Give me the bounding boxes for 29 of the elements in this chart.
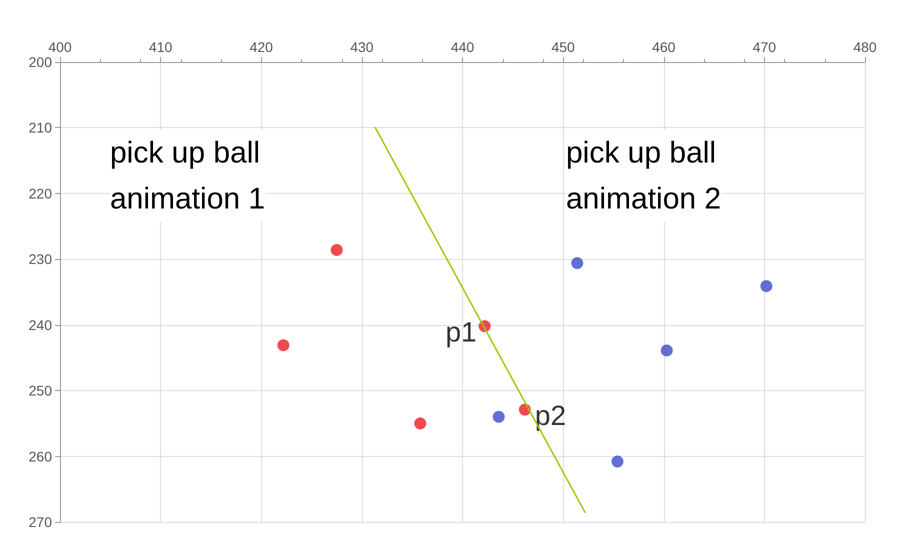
annotation: pick up ball animation 1 bbox=[110, 136, 266, 216]
y-tick-label: 250 bbox=[28, 382, 52, 399]
y-tick-label: 200 bbox=[28, 54, 52, 70]
point bbox=[414, 417, 426, 430]
x-tick-label: 400 bbox=[48, 39, 72, 55]
y-tick-label: 230 bbox=[28, 251, 52, 268]
x-tick-label: 480 bbox=[853, 39, 877, 55]
point bbox=[760, 280, 772, 292]
point bbox=[330, 244, 343, 256]
x-tick-label: 460 bbox=[652, 39, 676, 55]
x-tick-label: 470 bbox=[752, 39, 776, 55]
point bbox=[611, 456, 624, 468]
point bbox=[492, 410, 505, 423]
x-tick-label: 440 bbox=[450, 39, 474, 55]
y-tick-label: 220 bbox=[28, 185, 52, 202]
x-tick-label: 410 bbox=[148, 39, 173, 55]
point bbox=[660, 344, 673, 356]
annotation: pick up ball animation 2 bbox=[566, 136, 722, 216]
annotation: p1 bbox=[445, 316, 477, 348]
y-tick-label: 270 bbox=[28, 514, 52, 530]
point bbox=[571, 257, 584, 270]
x-tick-label: 420 bbox=[250, 39, 274, 55]
annotation: p2 bbox=[534, 400, 566, 432]
y-tick-label: 240 bbox=[28, 316, 52, 333]
x-tick-label: 450 bbox=[551, 39, 576, 55]
y-tick-label: 260 bbox=[28, 448, 52, 464]
x-tick-label: 430 bbox=[350, 39, 374, 55]
y-tick-label: 210 bbox=[28, 120, 52, 136]
point bbox=[277, 339, 290, 352]
